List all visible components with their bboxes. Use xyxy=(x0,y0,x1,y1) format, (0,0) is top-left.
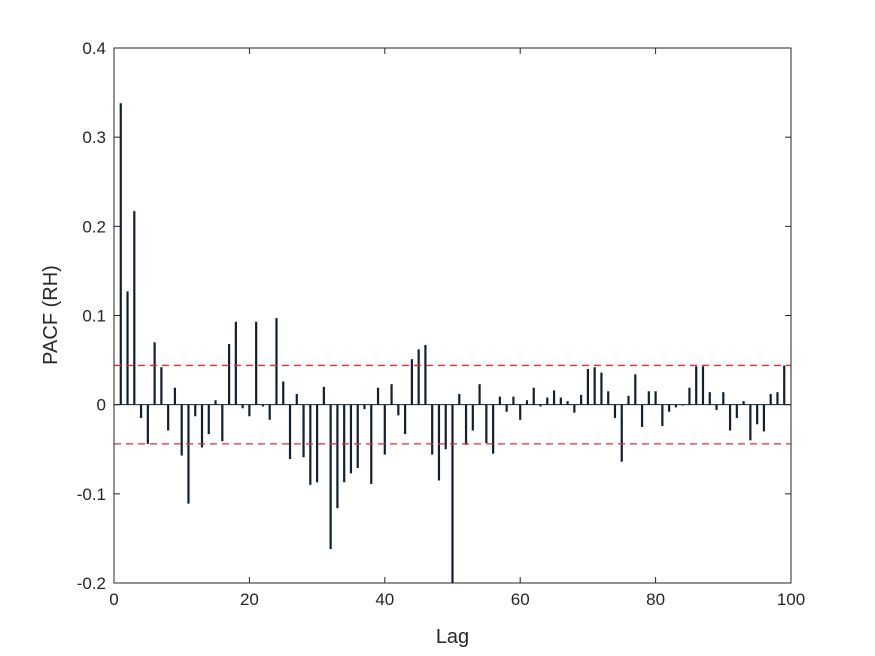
y-axis-ticks: -0.2 -0.1 0 0.1 0.2 0.3 0.4 xyxy=(77,39,791,593)
x-tick-label: 80 xyxy=(646,590,665,609)
pacf-bars xyxy=(119,103,786,583)
x-axis-label: Lag xyxy=(436,626,469,648)
x-tick-label: 40 xyxy=(375,590,394,609)
y-tick-label: 0.2 xyxy=(82,217,106,236)
y-tick-label: 0.4 xyxy=(82,39,106,58)
y-tick-label: -0.1 xyxy=(77,485,106,504)
y-axis-label: PACF (RH) xyxy=(40,265,62,365)
x-tick-label: 60 xyxy=(511,590,530,609)
y-tick-label: -0.2 xyxy=(77,574,106,593)
x-tick-label: 20 xyxy=(240,590,259,609)
x-tick-label: 100 xyxy=(777,590,805,609)
x-tick-label: 0 xyxy=(109,590,118,609)
y-tick-label: 0 xyxy=(97,396,106,415)
x-axis-ticks: 0 20 40 60 80 100 xyxy=(109,48,805,609)
y-tick-label: 0.1 xyxy=(82,307,106,326)
y-tick-label: 0.3 xyxy=(82,128,106,147)
